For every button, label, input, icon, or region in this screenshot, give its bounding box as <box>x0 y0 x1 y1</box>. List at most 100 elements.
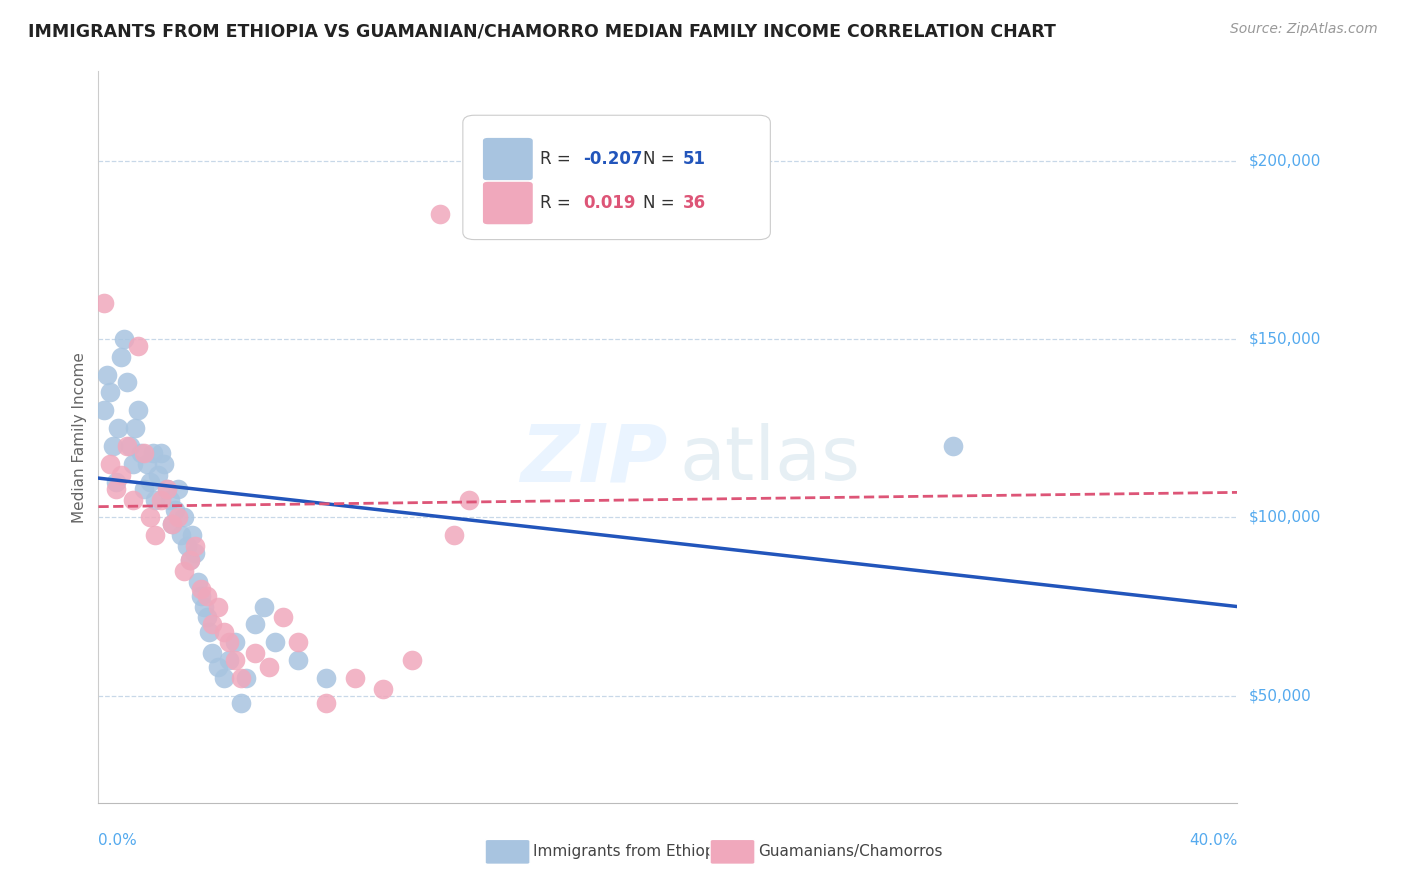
Text: 0.019: 0.019 <box>583 194 636 212</box>
Point <box>173 510 195 524</box>
Point <box>190 589 212 603</box>
Text: Source: ZipAtlas.com: Source: ZipAtlas.com <box>1230 22 1378 37</box>
Point <box>141 446 163 460</box>
Text: $100,000: $100,000 <box>1249 510 1320 524</box>
Point <box>165 503 187 517</box>
Text: $200,000: $200,000 <box>1249 153 1320 168</box>
Point <box>112 332 135 346</box>
Point <box>181 528 204 542</box>
Text: N =: N = <box>643 194 679 212</box>
Text: 0.0%: 0.0% <box>98 833 138 848</box>
Point <box>115 375 138 389</box>
Text: 51: 51 <box>683 150 706 168</box>
Point <box>104 475 127 489</box>
Point <box>287 653 309 667</box>
Point <box>121 457 143 471</box>
Text: $50,000: $50,000 <box>1249 689 1312 703</box>
Text: R =: R = <box>540 194 576 212</box>
Point <box>264 635 287 649</box>
Point <box>201 646 224 660</box>
Point <box>429 207 451 221</box>
Point <box>176 539 198 553</box>
Point <box>229 671 252 685</box>
Point <box>273 610 295 624</box>
Point <box>195 589 218 603</box>
Point <box>207 599 229 614</box>
Point <box>224 635 246 649</box>
Point <box>118 439 141 453</box>
Point <box>150 446 173 460</box>
Text: R =: R = <box>540 150 576 168</box>
Point <box>110 467 132 482</box>
Point <box>138 475 160 489</box>
Point <box>315 696 337 710</box>
Point <box>127 403 149 417</box>
Text: -0.207: -0.207 <box>583 150 643 168</box>
Point <box>167 482 190 496</box>
Text: 36: 36 <box>683 194 706 212</box>
Point <box>218 653 240 667</box>
Point <box>110 350 132 364</box>
Point <box>173 564 195 578</box>
Point <box>132 446 155 460</box>
Point <box>212 624 235 639</box>
Point <box>184 546 207 560</box>
Point <box>443 528 465 542</box>
Point <box>218 635 240 649</box>
FancyBboxPatch shape <box>482 137 533 181</box>
Point <box>121 492 143 507</box>
Point <box>162 517 184 532</box>
Point <box>287 635 309 649</box>
Point <box>96 368 118 382</box>
Point <box>373 681 395 696</box>
Point <box>201 617 224 632</box>
Text: 40.0%: 40.0% <box>1189 833 1237 848</box>
Point <box>198 624 221 639</box>
Point <box>159 492 181 507</box>
Point <box>145 492 167 507</box>
Point <box>156 482 179 496</box>
Point <box>170 528 193 542</box>
Point <box>187 574 209 589</box>
Point <box>148 467 170 482</box>
Point <box>315 671 337 685</box>
Point <box>243 646 266 660</box>
Point <box>184 539 207 553</box>
Text: ZIP: ZIP <box>520 420 668 498</box>
Point <box>195 610 218 624</box>
Point <box>252 599 274 614</box>
Point <box>224 653 246 667</box>
Point <box>98 385 121 400</box>
Point <box>150 492 173 507</box>
Point <box>235 671 257 685</box>
Point <box>145 528 167 542</box>
Point <box>167 510 190 524</box>
Point <box>193 599 215 614</box>
Point <box>124 421 146 435</box>
Point <box>190 582 212 596</box>
Point <box>162 517 184 532</box>
Point <box>229 696 252 710</box>
Point <box>127 339 149 353</box>
Point <box>179 553 201 567</box>
FancyBboxPatch shape <box>463 115 770 240</box>
Point <box>101 439 124 453</box>
Text: atlas: atlas <box>679 423 860 496</box>
Text: $150,000: $150,000 <box>1249 332 1320 346</box>
Point <box>115 439 138 453</box>
FancyBboxPatch shape <box>482 181 533 225</box>
Point <box>107 421 129 435</box>
Text: Immigrants from Ethiopia: Immigrants from Ethiopia <box>533 845 728 859</box>
Point <box>98 457 121 471</box>
Point <box>401 653 423 667</box>
Point <box>942 439 965 453</box>
Point <box>153 457 176 471</box>
Point <box>129 446 152 460</box>
Point <box>138 510 160 524</box>
Point <box>457 492 479 507</box>
Point <box>343 671 366 685</box>
Text: N =: N = <box>643 150 679 168</box>
Text: IMMIGRANTS FROM ETHIOPIA VS GUAMANIAN/CHAMORRO MEDIAN FAMILY INCOME CORRELATION : IMMIGRANTS FROM ETHIOPIA VS GUAMANIAN/CH… <box>28 22 1056 40</box>
Y-axis label: Median Family Income: Median Family Income <box>72 351 87 523</box>
Text: Guamanians/Chamorros: Guamanians/Chamorros <box>758 845 942 859</box>
